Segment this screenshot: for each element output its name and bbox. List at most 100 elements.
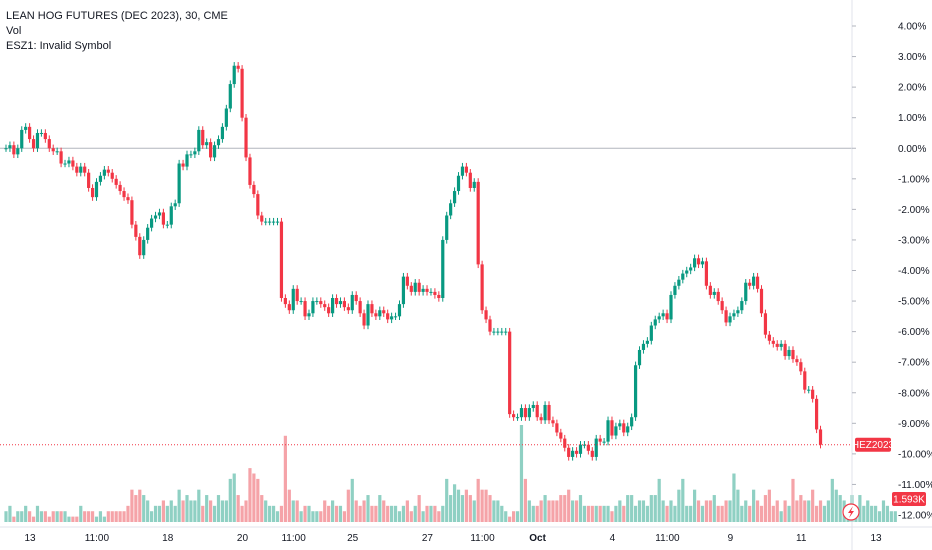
candle-body <box>244 117 248 158</box>
volume-bar <box>783 500 787 522</box>
candle-body <box>110 172 114 179</box>
candle-body <box>260 215 264 222</box>
candle-body <box>763 313 768 335</box>
volume-bar <box>630 495 634 522</box>
volume-bar <box>350 478 354 522</box>
candle-body <box>421 288 425 292</box>
candle-body <box>779 343 783 347</box>
candle-body <box>299 301 303 303</box>
volume-bar <box>79 505 83 522</box>
candle-body <box>594 438 598 457</box>
candle-body <box>201 129 205 146</box>
legend-volume[interactable]: Vol <box>6 25 22 37</box>
candle-body <box>445 215 449 240</box>
legend-compare-symbol[interactable]: ESZ1: Invalid Symbol <box>6 40 112 52</box>
x-tick-label: 25 <box>347 533 359 544</box>
volume-bar <box>472 500 476 522</box>
volume-bar <box>661 500 665 522</box>
candle-body <box>736 310 740 314</box>
volume-bar <box>268 505 272 522</box>
price-axis[interactable]: 4.00% 3.00% 2.00% 1.00% 0.00% -1.00% -2.00% -3.… <box>852 22 932 522</box>
volume-bar <box>90 511 95 522</box>
volume-bar <box>283 435 287 522</box>
candle-body <box>209 142 213 158</box>
candle-body <box>315 301 319 303</box>
candle-body <box>264 221 268 223</box>
volume-bar <box>118 511 122 522</box>
volume-bar <box>551 500 555 522</box>
x-tick-label: 11:00 <box>85 533 110 544</box>
candle-body <box>275 221 280 223</box>
volume-bar <box>870 505 874 522</box>
candle-body <box>425 288 429 292</box>
volume-bar <box>799 495 803 522</box>
candle-body <box>637 349 642 366</box>
volume-bar <box>232 473 236 522</box>
candle-body <box>618 423 622 427</box>
volume-bar <box>362 500 366 522</box>
candle-body <box>39 132 44 134</box>
volume-bar <box>488 495 492 522</box>
volume-bar <box>700 505 705 522</box>
x-tick-label: 11:00 <box>655 533 680 544</box>
volume-bar <box>366 495 370 522</box>
candle-body <box>146 227 150 240</box>
candle-body <box>456 175 461 192</box>
candle-body <box>330 298 335 314</box>
candle-body <box>551 420 555 424</box>
volume-bar <box>201 505 205 522</box>
volume-bar <box>468 495 472 522</box>
volume-bar <box>209 500 213 522</box>
candle-body <box>582 444 587 446</box>
volume-bar <box>535 505 539 522</box>
candle-body <box>12 145 16 155</box>
x-tick-label: 11:00 <box>470 533 495 544</box>
candle-body <box>563 438 567 448</box>
time-axis[interactable]: 13 11:00 18 20 11:00 25 27 11:00 Oct 4 11:00 9 11 13 <box>0 526 932 544</box>
candle-body <box>748 282 752 286</box>
flash-icon[interactable] <box>842 503 860 521</box>
volume-bar <box>881 500 886 522</box>
volume-bar <box>826 500 830 522</box>
candle-body <box>114 178 118 185</box>
candle-body <box>578 444 583 454</box>
volume-bar <box>480 489 484 522</box>
volume-bar <box>291 500 295 522</box>
candle-body <box>220 126 225 140</box>
volume-bar <box>346 489 350 522</box>
volume-bar <box>106 511 110 522</box>
volume-bar <box>669 500 673 522</box>
candle-body <box>362 313 366 326</box>
volume-bar <box>653 495 657 522</box>
volume-bar <box>236 495 240 522</box>
volume-bar <box>205 495 209 522</box>
volume-bar <box>287 489 291 522</box>
candle-body <box>79 166 83 173</box>
volume-bar <box>441 505 445 522</box>
volume-bar <box>803 500 807 522</box>
candle-body <box>633 365 638 418</box>
candle-body <box>118 184 122 192</box>
volume-bar <box>862 505 866 522</box>
candle-body <box>366 304 370 326</box>
volume-bar <box>496 500 500 522</box>
y-tick-label: -7.00% <box>898 358 930 369</box>
candle-body <box>24 126 28 130</box>
volume-bar <box>775 500 779 522</box>
candle-body <box>472 181 476 188</box>
volume-bar <box>98 511 103 522</box>
volume-bar <box>704 500 709 522</box>
candle-body <box>449 203 453 216</box>
volume-bar <box>771 505 775 522</box>
volume-bar <box>543 495 547 522</box>
candle-body <box>90 187 95 198</box>
volume-bar <box>94 516 99 522</box>
candle-body <box>429 291 433 293</box>
legend-symbol-title[interactable]: LEAN HOG FUTURES (DEC 2023), 30, CME <box>6 10 228 22</box>
y-tick-label: -12.00% <box>898 511 932 522</box>
volume-bar <box>342 511 346 522</box>
candle-body <box>515 417 520 419</box>
volume-bar <box>20 511 24 522</box>
volume-bar <box>110 511 114 522</box>
